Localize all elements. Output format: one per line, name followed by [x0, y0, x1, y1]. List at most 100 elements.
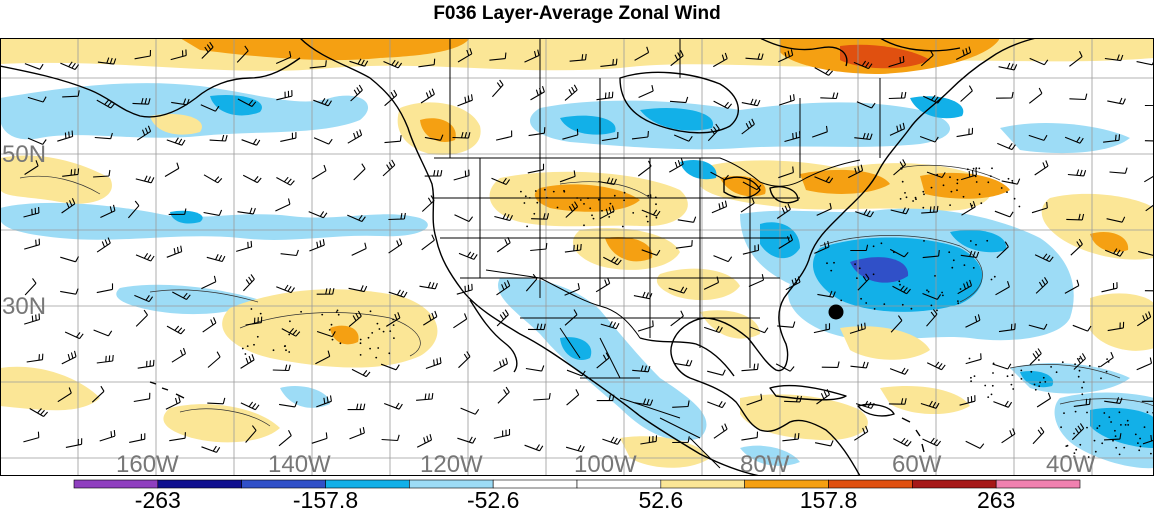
wind-barb — [496, 309, 509, 327]
stipple-dot — [1106, 358, 1108, 360]
wind-barb — [742, 181, 762, 191]
wind-barb — [564, 283, 580, 296]
stipple-dot — [1006, 191, 1008, 194]
wind-barb — [892, 285, 911, 295]
wind-barb — [673, 134, 693, 142]
stipple-dot — [1039, 381, 1041, 384]
wind-barb — [1034, 253, 1054, 263]
wind-barb — [530, 86, 545, 101]
stipple-dot — [552, 190, 555, 193]
wind-barb — [1034, 160, 1049, 176]
wind-barb — [670, 310, 684, 327]
stipple-dot — [1011, 374, 1014, 376]
shade-orange-region — [1090, 231, 1129, 253]
stipple-dot — [597, 198, 600, 201]
stipple-dot — [826, 262, 828, 265]
wind-barb — [920, 400, 940, 409]
wind-barb — [127, 200, 140, 219]
stipple-dot — [285, 349, 287, 352]
wind-barb — [206, 254, 226, 263]
baja-coast — [469, 299, 518, 373]
wind-barb — [493, 429, 511, 439]
wind-barb — [237, 98, 257, 107]
wind-barb — [1069, 93, 1088, 101]
map-title: F036 Layer-Average Zonal Wind — [433, 3, 721, 24]
wind-barb — [631, 130, 649, 140]
wind-barb — [315, 350, 331, 365]
shade-orange-region — [180, 38, 470, 61]
stipple-dot — [1020, 378, 1023, 380]
wind-barb — [711, 200, 728, 214]
wind-barb — [1067, 169, 1087, 177]
wind-barb — [778, 166, 794, 179]
wind-barb — [454, 214, 474, 222]
wind-barb — [458, 251, 478, 260]
shade-negative-region — [560, 337, 592, 360]
stipple-dot — [528, 197, 531, 199]
stipple-dot — [646, 220, 649, 223]
wind-barb — [419, 281, 438, 290]
stipple-dot — [1066, 444, 1069, 447]
stipple-dot — [905, 196, 908, 199]
wind-barb — [347, 403, 366, 411]
stipple-dot — [1012, 388, 1015, 390]
stipple-dot — [873, 308, 876, 310]
arctic-islands — [759, 38, 961, 67]
shade-negative-region — [740, 445, 800, 466]
stipple-dot — [1018, 205, 1021, 208]
wind-barb — [1031, 201, 1048, 214]
stipple-dot — [934, 275, 936, 277]
wind-barb — [27, 96, 47, 103]
cuba-coast — [769, 384, 847, 401]
wind-barb — [564, 243, 582, 253]
wind-barb — [200, 104, 220, 112]
stipple-dot — [392, 318, 394, 321]
wind-barb — [388, 289, 408, 298]
location-marker[interactable] — [828, 304, 844, 320]
stipple-dot — [926, 289, 928, 292]
wind-barb — [209, 134, 228, 142]
stipple-dot — [601, 209, 603, 212]
shade-positive-region — [150, 113, 202, 135]
wind-barb — [24, 160, 39, 175]
wind-barb — [62, 90, 80, 98]
wind-barb — [421, 234, 435, 251]
wind-barb — [889, 248, 909, 258]
stipple-dot — [649, 194, 652, 197]
wind-barb — [129, 433, 146, 443]
stipple-dot — [583, 203, 585, 205]
map-panel[interactable]: 50N 30N 160W 140W 120W 100W 80W 60W 40W — [0, 38, 1154, 476]
wind-barb — [312, 164, 327, 180]
wind-barb — [386, 312, 401, 327]
wind-barb — [634, 46, 650, 61]
wind-barb — [1101, 282, 1118, 293]
shade-positive-region — [222, 289, 438, 368]
stipple-dot — [975, 181, 978, 183]
stipple-dot — [612, 211, 614, 213]
stipple-dot — [872, 245, 875, 248]
map-canvas: 50N 30N 160W 140W 120W 100W 80W 60W 40W — [0, 38, 1154, 476]
wind-barb — [919, 135, 939, 143]
stipple-dot — [359, 338, 362, 341]
wind-barb — [1136, 357, 1153, 371]
stipple-dot — [1126, 419, 1129, 422]
wind-barb — [60, 61, 80, 71]
wind-barb — [749, 326, 769, 334]
stipple-dot — [377, 347, 380, 349]
wind-barb — [280, 249, 299, 257]
wind-barb — [669, 96, 689, 104]
wind-barb — [1144, 101, 1154, 107]
stipple-dot — [956, 178, 959, 181]
wind-barb — [965, 353, 982, 365]
wind-barb — [704, 325, 723, 334]
stipple-dot — [1118, 411, 1121, 414]
wind-barb — [496, 236, 511, 253]
wind-barb — [1032, 426, 1045, 445]
stipple-dot — [987, 181, 990, 184]
stipple-dot — [1044, 381, 1047, 383]
stipple-dot — [949, 176, 951, 179]
wind-barb — [137, 359, 155, 369]
wind-barb — [279, 401, 298, 408]
stipple-dot — [524, 195, 527, 198]
colorbar-swatch — [995, 479, 1081, 489]
